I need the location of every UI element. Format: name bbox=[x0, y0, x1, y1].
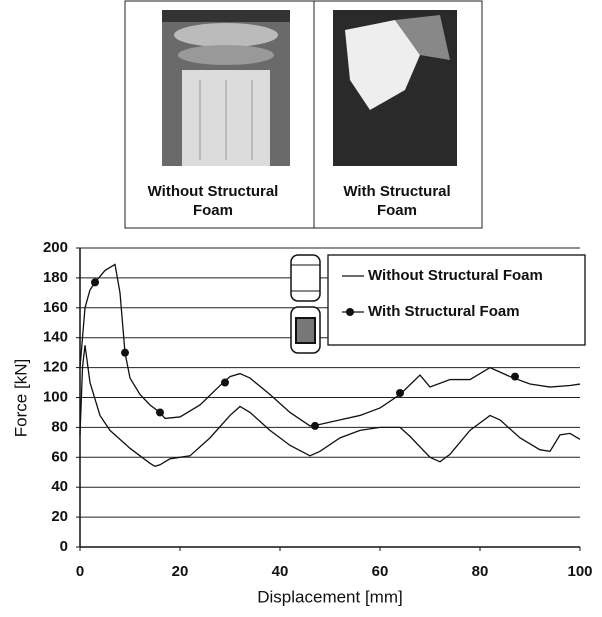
y-tick-label: 140 bbox=[43, 329, 68, 346]
legend-icon bbox=[295, 317, 316, 344]
series-line bbox=[79, 263, 581, 427]
y-tick-label: 80 bbox=[51, 418, 68, 435]
photo-caption: Without Structural bbox=[148, 183, 279, 200]
photo-with-foam bbox=[333, 10, 457, 166]
legend-label: With Structural Foam bbox=[368, 303, 520, 320]
photo-caption: Foam bbox=[193, 202, 233, 219]
photo-caption: With Structural bbox=[343, 183, 450, 200]
legend-icon bbox=[290, 254, 321, 302]
y-tick-label: 20 bbox=[51, 508, 68, 525]
y-tick-label: 120 bbox=[43, 359, 68, 376]
y-tick-label: 180 bbox=[43, 269, 68, 286]
x-tick-label: 40 bbox=[272, 563, 289, 580]
legend-box bbox=[327, 254, 586, 346]
y-tick-label: 160 bbox=[43, 299, 68, 316]
photo-panel bbox=[124, 0, 483, 229]
x-tick-label: 60 bbox=[372, 563, 389, 580]
x-tick-label: 20 bbox=[172, 563, 189, 580]
y-tick-label: 100 bbox=[43, 388, 68, 405]
series-line bbox=[79, 345, 581, 467]
y-tick-label: 40 bbox=[51, 478, 68, 495]
y-axis-label: Force [kN] bbox=[11, 359, 30, 437]
legend-marker bbox=[346, 308, 354, 316]
x-tick-label: 0 bbox=[76, 563, 84, 580]
series-marker bbox=[511, 372, 519, 381]
photo-without-foam bbox=[162, 10, 290, 166]
photo-caption: Foam bbox=[377, 202, 417, 219]
y-tick-label: 200 bbox=[43, 239, 68, 256]
x-axis-label: Displacement [mm] bbox=[257, 587, 402, 606]
y-tick-label: 60 bbox=[51, 448, 68, 465]
series-marker bbox=[311, 421, 319, 430]
y-tick-label: 0 bbox=[60, 538, 68, 555]
series-marker bbox=[91, 278, 99, 287]
legend-label: Without Structural Foam bbox=[368, 267, 543, 284]
x-tick-label: 80 bbox=[472, 563, 489, 580]
series-marker bbox=[221, 378, 229, 387]
series-marker bbox=[121, 348, 129, 357]
series-marker bbox=[396, 389, 404, 398]
series-marker bbox=[156, 408, 164, 417]
x-tick-label: 100 bbox=[567, 563, 592, 580]
